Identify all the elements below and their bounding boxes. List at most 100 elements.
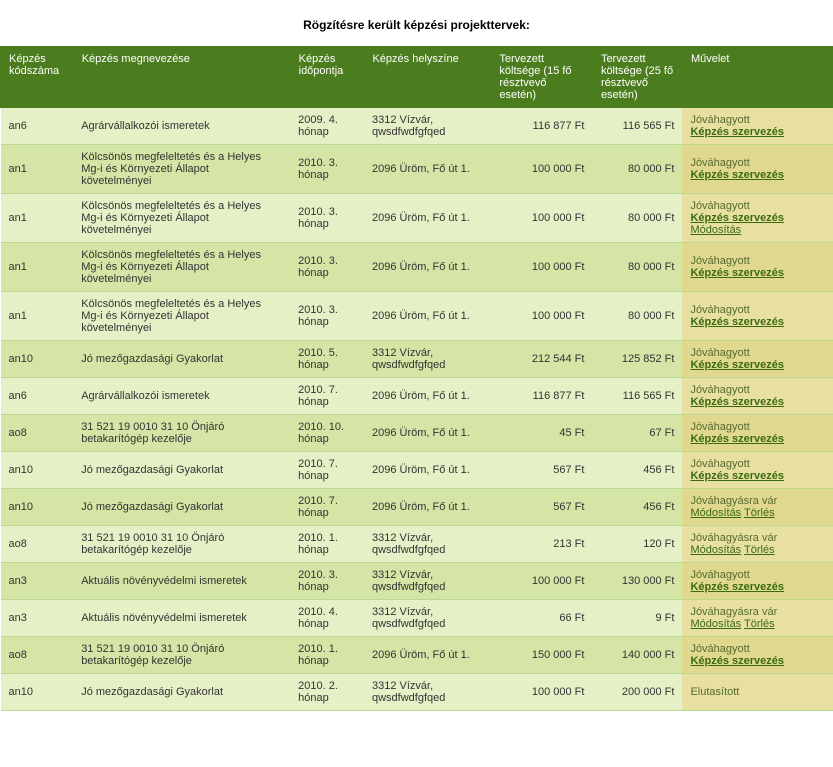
cell-operations: Jóváhagyásra várMódosítás Törlés	[682, 489, 832, 526]
cell-code: an3	[1, 563, 74, 600]
cell-place: 2096 Üröm, Fő út 1.	[364, 378, 491, 415]
organize-link[interactable]: Képzés szervezés	[690, 581, 784, 593]
col-date: Képzés időpontja	[290, 47, 364, 108]
cell-place: 2096 Üröm, Fő út 1.	[364, 145, 491, 194]
cell-name: 31 521 19 0010 31 10 Önjáró betakarítógé…	[73, 415, 290, 452]
cell-cost25: 120 Ft	[592, 526, 682, 563]
cell-operations: JóváhagyottKépzés szervezés	[682, 145, 832, 194]
organize-link[interactable]: Képzés szervezés	[690, 126, 784, 138]
table-row: an1Kölcsönös megfeleltetés és a Helyes M…	[1, 145, 833, 194]
cell-date: 2010. 3. hónap	[290, 194, 364, 243]
modify-link[interactable]: Módosítás	[690, 544, 741, 556]
cell-cost25: 125 852 Ft	[592, 341, 682, 378]
cell-code: an1	[1, 243, 74, 292]
organize-link[interactable]: Képzés szervezés	[690, 267, 784, 279]
table-row: an10Jó mezőgazdasági Gyakorlat2010. 2. h…	[1, 674, 833, 711]
status-label: Jóváhagyott	[690, 347, 824, 359]
cell-place: 3312 Vízvár, qwsdfwdfgfqed	[364, 563, 491, 600]
table-row: an3Aktuális növényvédelmi ismeretek2010.…	[1, 563, 833, 600]
table-row: an1Kölcsönös megfeleltetés és a Helyes M…	[1, 194, 833, 243]
cell-date: 2010. 2. hónap	[290, 674, 364, 711]
cell-operations: Jóváhagyásra várMódosítás Törlés	[682, 526, 832, 563]
cell-operations: JóváhagyottKépzés szervezés	[682, 452, 832, 489]
cell-code: an1	[1, 194, 74, 243]
cell-date: 2010. 3. hónap	[290, 243, 364, 292]
cell-code: an6	[1, 108, 74, 145]
cell-place: 2096 Üröm, Fő út 1.	[364, 292, 491, 341]
cell-operations: JóváhagyottKépzés szervezés	[682, 108, 832, 145]
cell-cost15: 100 000 Ft	[491, 674, 593, 711]
status-label: Elutasított	[690, 686, 824, 698]
cell-cost25: 80 000 Ft	[592, 194, 682, 243]
organize-link[interactable]: Képzés szervezés	[690, 396, 784, 408]
cell-cost15: 100 000 Ft	[491, 292, 593, 341]
delete-link[interactable]: Törlés	[744, 618, 775, 630]
modify-link[interactable]: Módosítás	[690, 224, 741, 236]
project-table: Képzés kódszáma Képzés megnevezése Képzé…	[0, 46, 833, 711]
cell-place: 2096 Üröm, Fő út 1.	[364, 452, 491, 489]
table-row: ao831 521 19 0010 31 10 Önjáró betakarít…	[1, 637, 833, 674]
status-label: Jóváhagyott	[690, 569, 824, 581]
organize-link[interactable]: Képzés szervezés	[690, 212, 784, 224]
cell-operations: JóváhagyottKépzés szervezésMódosítás	[682, 194, 832, 243]
modify-link[interactable]: Módosítás	[690, 507, 741, 519]
table-row: an10Jó mezőgazdasági Gyakorlat2010. 7. h…	[1, 489, 833, 526]
table-row: an10Jó mezőgazdasági Gyakorlat2010. 7. h…	[1, 452, 833, 489]
cell-place: 2096 Üröm, Fő út 1.	[364, 194, 491, 243]
cell-cost25: 116 565 Ft	[592, 108, 682, 145]
cell-place: 3312 Vízvár, qwsdfwdfgfqed	[364, 526, 491, 563]
table-header-row: Képzés kódszáma Képzés megnevezése Képzé…	[1, 47, 833, 108]
cell-name: Kölcsönös megfeleltetés és a Helyes Mg-i…	[73, 194, 290, 243]
cell-place: 3312 Vízvár, qwsdfwdfgfqed	[364, 674, 491, 711]
cell-date: 2010. 10. hónap	[290, 415, 364, 452]
delete-link[interactable]: Törlés	[744, 507, 775, 519]
status-label: Jóváhagyott	[690, 304, 824, 316]
cell-operations: JóváhagyottKépzés szervezés	[682, 243, 832, 292]
cell-code: an10	[1, 452, 74, 489]
cell-name: Agrárvállalkozói ismeretek	[73, 108, 290, 145]
cell-cost25: 456 Ft	[592, 452, 682, 489]
cell-date: 2010. 7. hónap	[290, 452, 364, 489]
cell-date: 2010. 7. hónap	[290, 489, 364, 526]
cell-cost15: 567 Ft	[491, 452, 593, 489]
col-place: Képzés helyszíne	[364, 47, 491, 108]
organize-link[interactable]: Képzés szervezés	[690, 359, 784, 371]
cell-date: 2010. 3. hónap	[290, 292, 364, 341]
cell-code: an3	[1, 600, 74, 637]
organize-link[interactable]: Képzés szervezés	[690, 316, 784, 328]
cell-code: an6	[1, 378, 74, 415]
cell-operations: JóváhagyottKépzés szervezés	[682, 341, 832, 378]
status-label: Jóváhagyott	[690, 421, 824, 433]
organize-link[interactable]: Képzés szervezés	[690, 470, 784, 482]
modify-link[interactable]: Módosítás	[690, 618, 741, 630]
delete-link[interactable]: Törlés	[744, 544, 775, 556]
cell-date: 2010. 1. hónap	[290, 637, 364, 674]
organize-link[interactable]: Képzés szervezés	[690, 433, 784, 445]
status-label: Jóváhagyott	[690, 458, 824, 470]
cell-cost25: 80 000 Ft	[592, 145, 682, 194]
cell-cost25: 140 000 Ft	[592, 637, 682, 674]
cell-cost15: 100 000 Ft	[491, 194, 593, 243]
cell-date: 2010. 4. hónap	[290, 600, 364, 637]
cell-operations: JóváhagyottKépzés szervezés	[682, 563, 832, 600]
cell-cost25: 80 000 Ft	[592, 243, 682, 292]
cell-date: 2010. 3. hónap	[290, 563, 364, 600]
cell-cost15: 45 Ft	[491, 415, 593, 452]
cell-name: Kölcsönös megfeleltetés és a Helyes Mg-i…	[73, 145, 290, 194]
status-label: Jóváhagyott	[690, 384, 824, 396]
cell-code: ao8	[1, 526, 74, 563]
cell-operations: JóváhagyottKépzés szervezés	[682, 637, 832, 674]
organize-link[interactable]: Képzés szervezés	[690, 169, 784, 181]
cell-cost25: 200 000 Ft	[592, 674, 682, 711]
cell-name: Jó mezőgazdasági Gyakorlat	[73, 341, 290, 378]
status-label: Jóváhagyásra vár	[690, 532, 824, 544]
cell-place: 3312 Vízvár, qwsdfwdfgfqed	[364, 600, 491, 637]
cell-cost15: 567 Ft	[491, 489, 593, 526]
cell-cost15: 100 000 Ft	[491, 243, 593, 292]
cell-date: 2010. 5. hónap	[290, 341, 364, 378]
cell-cost25: 9 Ft	[592, 600, 682, 637]
organize-link[interactable]: Képzés szervezés	[690, 655, 784, 667]
cell-operations: Elutasított	[682, 674, 832, 711]
cell-cost15: 100 000 Ft	[491, 145, 593, 194]
status-label: Jóváhagyásra vár	[690, 495, 824, 507]
